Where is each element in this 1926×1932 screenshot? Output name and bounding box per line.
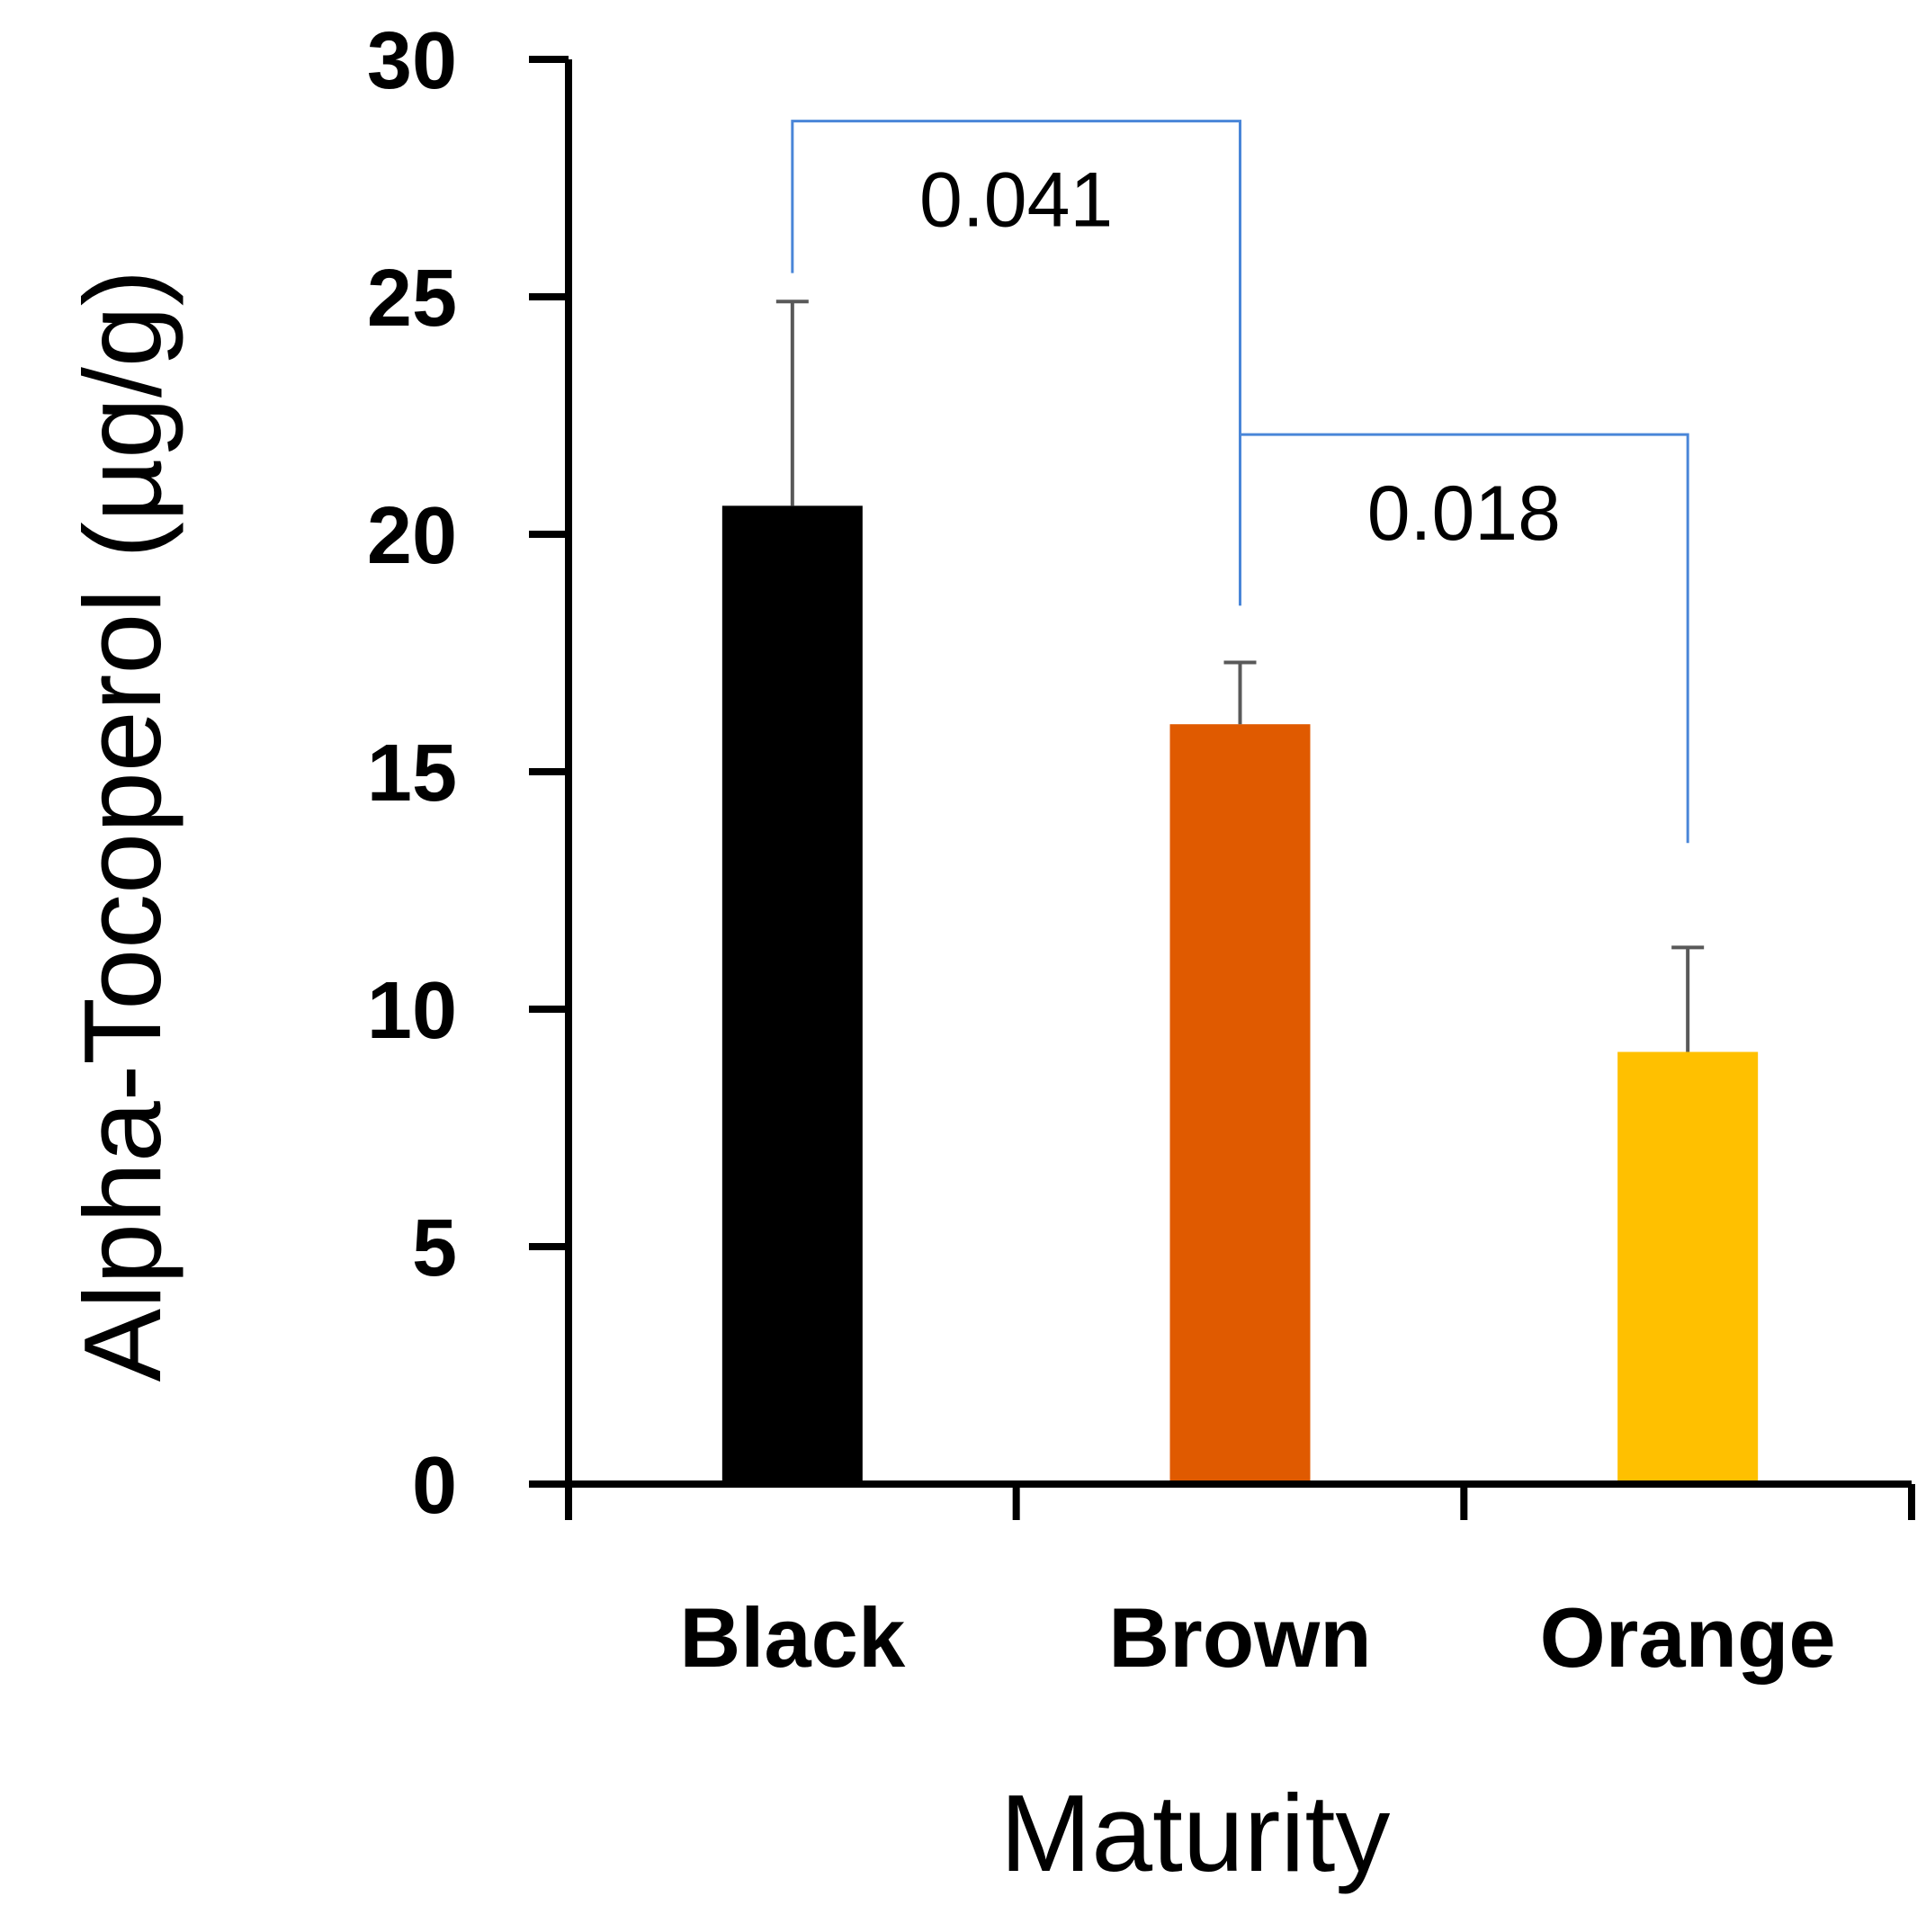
category-label-brown: Brown <box>1108 1590 1371 1685</box>
category-label-orange: Orange <box>1540 1590 1836 1685</box>
category-label-black: Black <box>679 1590 906 1685</box>
y-tick-label: 5 <box>412 1203 457 1293</box>
p-value-label: 0.041 <box>919 157 1113 244</box>
bar-brown <box>1169 724 1311 1484</box>
y-tick-label: 30 <box>367 16 457 106</box>
y-tick-label: 10 <box>367 966 457 1056</box>
y-tick-label: 15 <box>367 729 457 818</box>
bar-orange <box>1617 1051 1759 1484</box>
significance-bracket <box>1239 433 1689 844</box>
significance-brackets: 0.041 0.018 <box>791 120 1689 844</box>
y-axis-title: Alpha-Tocoperol (µg/g) <box>61 270 184 1382</box>
bars <box>721 505 1759 1484</box>
y-tick-label: 0 <box>412 1441 457 1531</box>
x-axis-ticks <box>565 1484 1915 1520</box>
y-axis-ticks: 0 5 10 15 20 25 30 <box>367 16 569 1531</box>
p-value-label: 0.018 <box>1367 470 1561 557</box>
error-bars <box>775 300 1705 1052</box>
bar-black <box>721 505 863 1484</box>
x-axis-title: Maturity <box>1000 1772 1391 1894</box>
y-tick-label: 25 <box>367 254 457 344</box>
category-labels: Black Brown Orange <box>679 1590 1835 1685</box>
y-tick-label: 20 <box>367 491 457 581</box>
significance-bracket <box>791 120 1241 606</box>
